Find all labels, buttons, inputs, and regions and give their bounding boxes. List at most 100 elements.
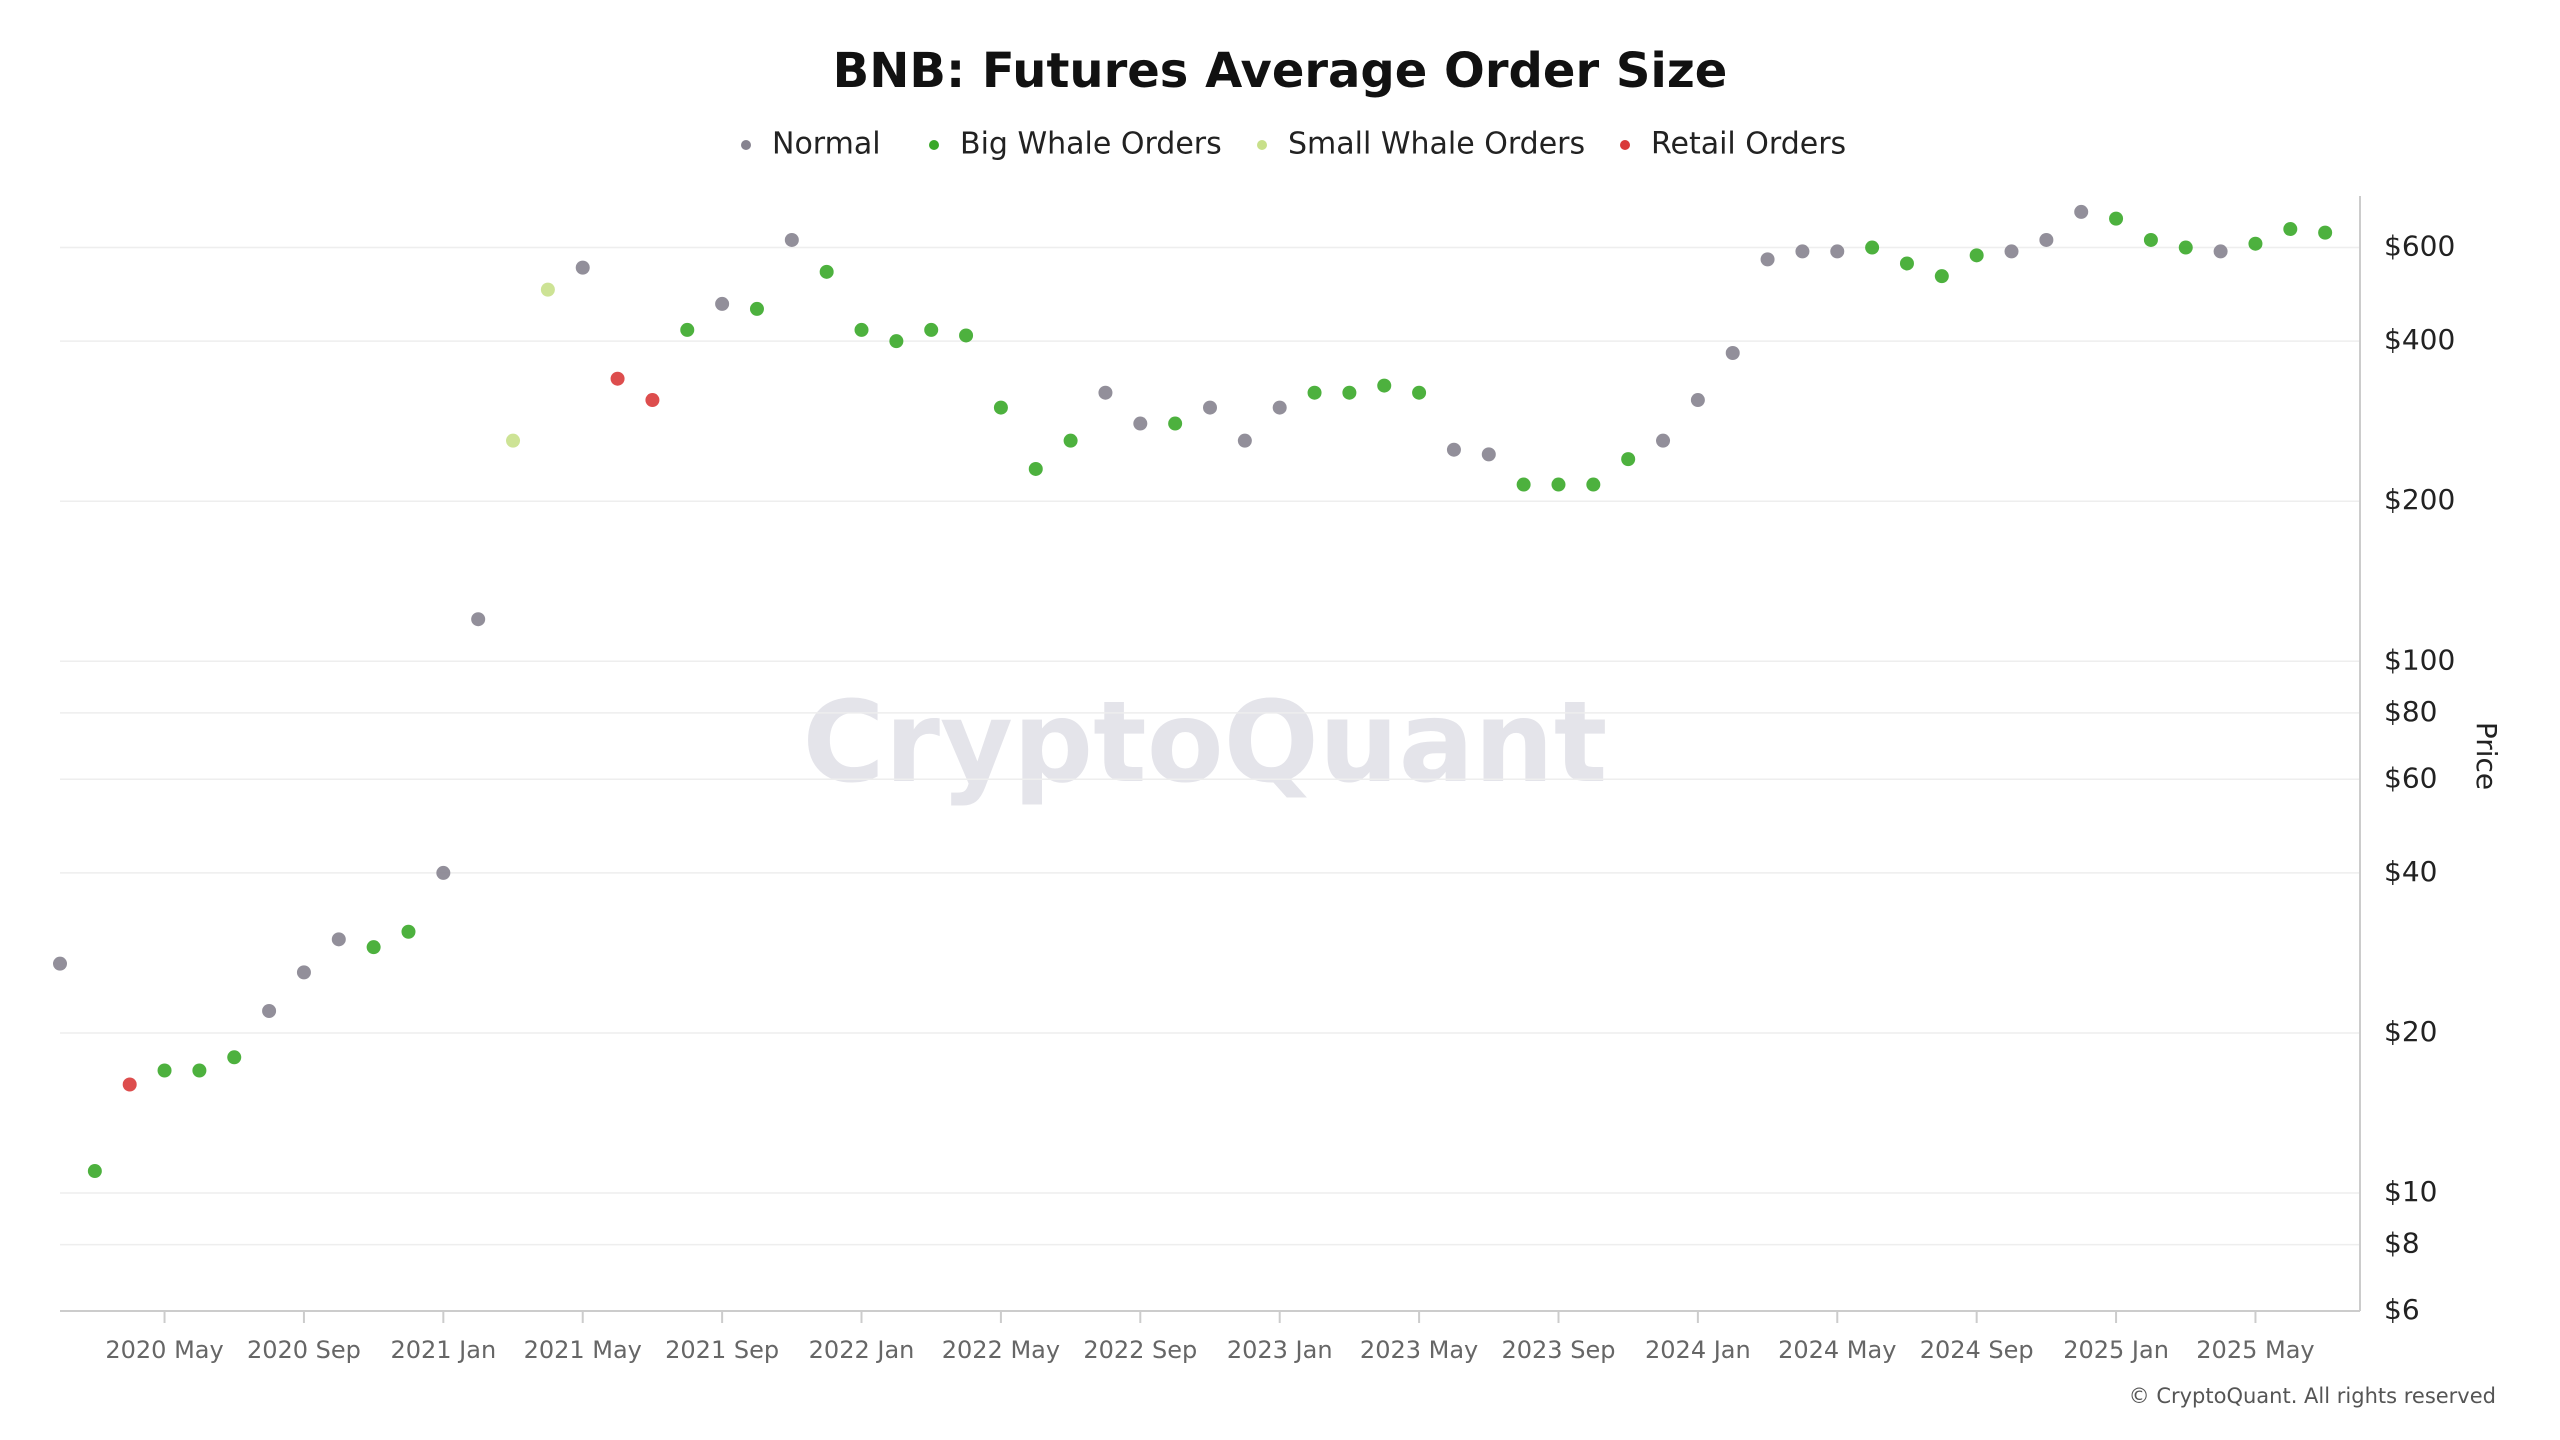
point [645,393,660,408]
y-tick-label: $10 [2384,1175,2437,1208]
legend-label: Small Whale Orders [1288,127,1585,162]
y-tick-label: $400 [2384,323,2455,356]
point [819,264,834,279]
point [227,1050,242,1065]
point [506,433,521,448]
y-tick-label: $20 [2384,1015,2437,1048]
point [1168,416,1183,431]
point [122,1077,137,1092]
point [1865,240,1880,255]
x-tick-label: 2021 Sep [665,1336,779,1364]
point [575,260,590,275]
watermark: CryptoQuant [803,678,1608,808]
point [2074,204,2089,219]
x-tick-label: 2022 Jan [809,1336,915,1364]
point [1934,269,1949,284]
y-tick-label: $6 [2384,1293,2420,1326]
point [749,301,764,316]
legend-label: Normal [772,127,881,162]
point [1830,244,1845,259]
x-tick-label: 2024 Sep [1920,1336,2034,1364]
point [1481,447,1496,462]
x-tick-label: 2025 Jan [2063,1336,2169,1364]
legend-marker [741,140,751,150]
point [262,1003,277,1018]
point [1446,442,1461,457]
footer: © CryptoQuant. All rights reserved [2129,1384,2496,1408]
point [1342,385,1357,400]
point [471,612,486,627]
point [1203,400,1217,415]
point [540,282,555,297]
point [2318,225,2333,240]
point [1795,244,1810,259]
point [1656,433,1671,448]
point [331,932,346,947]
legend-label: Retail Orders [1651,127,1846,162]
point [1307,385,1322,400]
point [680,322,695,337]
point [924,322,939,337]
y-tick-label: $40 [2384,855,2437,888]
x-tick-label: 2024 Jan [1645,1336,1751,1364]
y-axis-label: Price [2470,722,2503,790]
point [1377,378,1392,393]
point [2109,211,2124,226]
point [889,334,904,349]
point [784,232,799,247]
x-tick-label: 2022 May [942,1336,1060,1364]
point [1551,477,1566,492]
y-tick-label: $80 [2384,695,2437,728]
x-tick-label: 2025 May [2196,1336,2314,1364]
point [2248,236,2263,251]
point [1586,477,1601,492]
point [1098,385,1113,400]
x-tick-label: 2021 Jan [390,1336,496,1364]
y-tick-label: $100 [2384,643,2455,676]
point [53,956,67,971]
point [2213,244,2228,259]
x-tick-label: 2020 May [105,1336,223,1364]
point [296,965,311,980]
point [366,940,381,955]
x-tick-label: 2021 May [524,1336,642,1364]
point [1272,400,1287,415]
y-tick-label: $200 [2384,483,2455,516]
point [436,865,451,880]
point [401,924,416,939]
point [993,400,1008,415]
y-tick-label: $60 [2384,761,2437,794]
x-tick-label: 2020 Sep [247,1336,361,1364]
point [2143,232,2158,247]
legend-label: Big Whale Orders [960,127,1222,162]
point [157,1063,172,1078]
point [2039,232,2054,247]
point [2283,222,2298,237]
legend-marker [1257,140,1267,150]
y-tick-label: $600 [2384,230,2455,263]
point [1516,477,1531,492]
x-tick-label: 2023 May [1360,1336,1478,1364]
point [1028,461,1043,476]
point [1063,433,1078,448]
y-tick-label: $8 [2384,1227,2420,1260]
x-tick-label: 2023 Jan [1227,1336,1333,1364]
point [1621,452,1636,467]
x-tick-label: 2024 May [1778,1336,1896,1364]
x-tick-label: 2022 Sep [1083,1336,1197,1364]
point [610,371,625,386]
legend-marker [929,140,939,150]
legend-marker [1620,140,1630,150]
point [1760,252,1775,267]
point [1690,393,1705,408]
point [87,1164,102,1179]
point [854,322,869,337]
point [1412,385,1427,400]
x-tick-label: 2023 Sep [1502,1336,1616,1364]
point [1899,256,1914,271]
point [1725,346,1740,361]
point [715,296,730,311]
point [1133,416,1148,431]
point [2004,244,2019,259]
